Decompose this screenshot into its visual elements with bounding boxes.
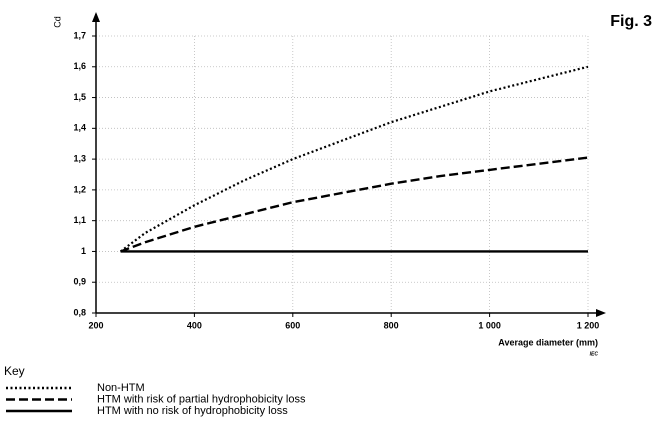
- x-tick-label: 400: [187, 320, 202, 330]
- y-tick-label: 1,6: [73, 61, 86, 71]
- series-line: [119, 65, 589, 253]
- y-tick-label: 0,9: [73, 277, 86, 287]
- legend-label: Non-HTM: [97, 382, 145, 394]
- legend-label: HTM with risk of partial hydrophobicity …: [97, 393, 306, 405]
- y-tick-label: 1,1: [73, 215, 86, 225]
- source-label: IEC: [590, 351, 599, 357]
- y-tick-label: 1: [81, 246, 86, 256]
- legend-title: Key: [4, 364, 25, 378]
- x-tick-label: 1 200: [577, 320, 600, 330]
- y-tick-label: 1,5: [73, 92, 86, 102]
- x-axis-label: Average diameter (mm): [498, 337, 598, 347]
- y-tick-label: 1,3: [73, 153, 86, 163]
- legend-label: HTM with no risk of hydrophobicity loss: [97, 405, 288, 417]
- y-axis-arrow: [92, 12, 100, 22]
- y-tick-label: 0,8: [73, 307, 86, 317]
- chart-title: Fig. 3: [610, 13, 652, 30]
- x-tick-label: 800: [384, 320, 399, 330]
- x-axis-arrow: [596, 309, 606, 317]
- x-tick-label: 200: [88, 320, 103, 330]
- x-tick-label: 1 000: [478, 320, 501, 330]
- series-line: [120, 156, 589, 253]
- x-tick-label: 600: [285, 320, 300, 330]
- y-tick-label: 1,4: [73, 123, 86, 133]
- y-tick-label: 1,7: [73, 30, 86, 40]
- y-tick-label: 1,2: [73, 184, 86, 194]
- y-axis-label: Cd: [52, 16, 62, 28]
